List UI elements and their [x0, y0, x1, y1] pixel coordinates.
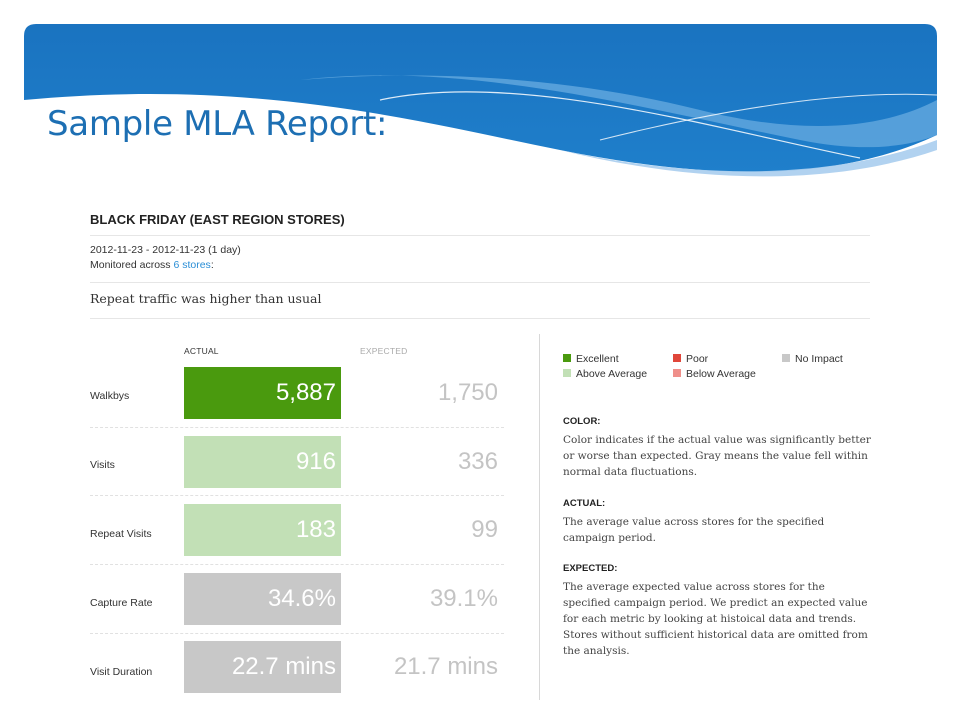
metric-label-visit-duration: Visit Duration [90, 666, 153, 678]
actual-tile-capture-rate: 34.6% [184, 573, 341, 625]
slide-title: Sample MLA Report: [47, 104, 388, 144]
legend-label: Excellent [576, 353, 619, 365]
color-description: Color indicates if the actual value was … [563, 434, 871, 478]
metric-label-repeat-visits: Repeat Visits [90, 528, 152, 540]
date-range: 2012-11-23 - 2012-11-23 (1 day) [90, 244, 241, 256]
expected-value-repeat-visits: 99 [471, 516, 498, 543]
expected-value-capture-rate: 39.1% [429, 585, 498, 612]
metric-label-capture-rate: Capture Rate [90, 597, 153, 609]
banner-main-shape [24, 24, 937, 172]
banner-highlight-line [379, 91, 861, 159]
expected-value-visit-duration: 21.7 mins [393, 653, 498, 680]
report-title: BLACK FRIDAY (EAST REGION STORES) [90, 212, 345, 227]
legend-above-average: Above Average [563, 368, 647, 380]
banner-pale-wave [560, 140, 937, 177]
legend-label: Poor [686, 353, 709, 365]
actual-tile-visits: 916 [184, 436, 341, 488]
divider [90, 235, 870, 236]
row-divider [90, 633, 504, 634]
legend-excellent: Excellent [563, 353, 619, 365]
expected-value-visits: 336 [457, 448, 498, 475]
header-banner [24, 24, 938, 177]
legend-label: Above Average [576, 368, 648, 380]
banner-highlight-line-2 [599, 93, 938, 141]
divider [90, 282, 870, 283]
row-divider [90, 495, 504, 496]
row-divider [90, 564, 504, 565]
swatch-poor [673, 354, 681, 362]
monitored-line: Monitored across 6 stores: [90, 259, 214, 271]
expected-description: The average expected value across stores… [563, 581, 868, 657]
expected-heading: EXPECTED: [563, 563, 618, 574]
swatch-excellent [563, 354, 571, 362]
actual-tile-repeat-visits: 183 [184, 504, 341, 556]
column-header-expected: EXPECTED [360, 346, 408, 356]
swatch-above-average [563, 369, 571, 377]
actual-heading: ACTUAL: [563, 498, 606, 509]
legend-no-impact: No Impact [782, 353, 843, 365]
divider [90, 318, 870, 319]
legend-label: Below Average [686, 368, 756, 380]
metric-label-visits: Visits [90, 459, 115, 471]
color-heading: COLOR: [563, 416, 601, 427]
banner-light-wave [300, 75, 937, 148]
metric-label-walkbys: Walkbys [90, 390, 130, 402]
swatch-below-average [673, 369, 681, 377]
actual-tile-walkbys: 5,887 [184, 367, 341, 419]
stores-link[interactable]: 6 stores [173, 259, 211, 271]
monitored-suffix: : [210, 259, 214, 271]
row-divider [90, 427, 504, 428]
monitored-prefix: Monitored across [90, 259, 174, 271]
expected-value-walkbys: 1,750 [437, 379, 498, 406]
report-headline: Repeat traffic was higher than usual [90, 291, 322, 306]
legend-poor: Poor [673, 353, 708, 365]
legend-below-average: Below Average [673, 368, 756, 380]
actual-tile-visit-duration: 22.7 mins [184, 641, 341, 693]
legend-label: No Impact [795, 353, 843, 365]
actual-description: The average value across stores for the … [563, 516, 825, 544]
column-header-actual: ACTUAL [184, 346, 219, 356]
swatch-no-impact [782, 354, 790, 362]
column-divider [539, 334, 540, 700]
